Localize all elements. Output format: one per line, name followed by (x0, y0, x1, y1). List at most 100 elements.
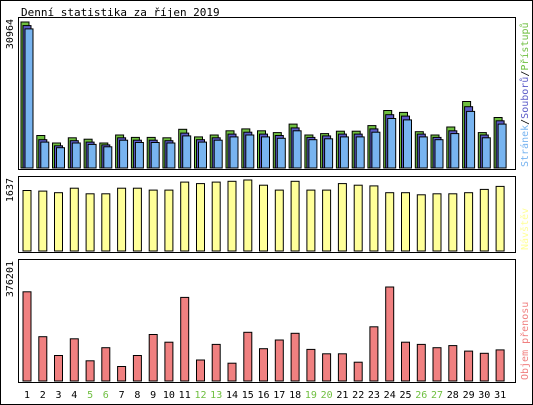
x-tick-label-day-22: 22 (352, 390, 364, 401)
bar-visits-day-24 (385, 192, 395, 252)
bar-pages-day-11 (182, 135, 192, 169)
bar-volume-day-1 (22, 291, 32, 382)
panel-volume-legend: Objem přenosu (519, 302, 531, 380)
bar-pages-day-6 (103, 146, 113, 169)
bar-pages-day-13 (213, 139, 223, 169)
x-tick-label-day-7: 7 (119, 390, 125, 401)
legend-files: Souborů (519, 77, 531, 119)
x-tick-label-day-26: 26 (415, 390, 427, 401)
bar-visits-day-26 (416, 194, 426, 252)
x-tick-label-day-17: 17 (273, 390, 285, 401)
bar-visits-day-11 (180, 181, 190, 252)
panel-visits-legend: Návštěv (519, 208, 531, 250)
bar-volume-day-30 (479, 352, 489, 382)
bar-pages-day-15 (245, 134, 255, 169)
x-tick-label-day-29: 29 (463, 390, 475, 401)
bar-visits-day-31 (495, 185, 505, 252)
x-tick-label-day-18: 18 (289, 390, 301, 401)
bar-volume-day-23 (369, 326, 379, 382)
bar-visits-day-28 (448, 193, 458, 252)
day-labels: 1 2 3 4 5 6 7 8 9 10 11 12 13 14 15 16 17 18 19 20 21 22 23 24 2… (24, 390, 506, 401)
bar-visits-day-27 (432, 193, 442, 252)
bar-visits-day-22 (353, 184, 363, 252)
bar-visits-day-25 (401, 192, 410, 252)
bar-pages-day-23 (371, 131, 381, 169)
bar-visits-day-1 (22, 190, 32, 252)
x-tick-label-day-12: 12 (194, 390, 206, 401)
bar-visits-day-5 (85, 193, 95, 252)
visits-bars (22, 179, 505, 252)
x-tick-label-day-13: 13 (210, 390, 222, 401)
bar-visits-day-10 (164, 189, 174, 252)
bar-volume-day-20 (322, 353, 332, 382)
bar-pages-day-14 (229, 136, 239, 169)
bar-volume-day-3 (54, 355, 63, 382)
bar-pages-day-3 (56, 147, 65, 169)
bar-pages-day-28 (450, 133, 460, 169)
bar-pages-day-17 (276, 137, 286, 169)
bar-volume-day-28 (448, 345, 458, 382)
bar-visits-day-15 (243, 179, 253, 252)
bar-volume-day-10 (164, 341, 174, 382)
bar-pages-day-26 (418, 136, 428, 169)
x-tick-label-day-21: 21 (336, 390, 348, 401)
bar-pages-day-7 (119, 139, 129, 169)
bar-volume-day-29 (464, 350, 474, 382)
bar-volume-day-31 (495, 349, 505, 382)
bar-volume-day-24 (385, 286, 395, 382)
bar-volume-day-15 (243, 331, 253, 382)
bar-pages-day-16 (261, 136, 270, 169)
bar-visits-day-20 (322, 189, 332, 252)
bar-volume-day-13 (211, 343, 221, 382)
x-tick-label-day-2: 2 (40, 390, 46, 401)
panel-hits-ymax-label: 30964 (5, 19, 16, 49)
bar-volume-day-14 (227, 362, 237, 382)
bar-volume-day-16 (259, 348, 268, 382)
bar-volume-day-6 (101, 347, 111, 382)
bar-volume-day-11 (180, 296, 190, 382)
bar-volume-day-4 (69, 338, 79, 382)
bar-volume-day-9 (148, 334, 158, 382)
bar-pages-day-27 (434, 139, 444, 169)
bar-volume-day-18 (290, 332, 300, 382)
bar-pages-day-12 (198, 141, 207, 169)
bar-pages-day-30 (481, 137, 491, 169)
bar-visits-day-23 (369, 185, 379, 252)
x-tick-label-day-8: 8 (134, 390, 140, 401)
bar-visits-day-3 (54, 192, 63, 252)
bar-visits-day-16 (259, 184, 268, 252)
x-tick-label-day-3: 3 (55, 390, 61, 401)
bar-pages-day-2 (40, 141, 50, 169)
x-tick-label-day-31: 31 (494, 390, 506, 401)
bar-visits-day-30 (479, 188, 489, 252)
panel-visits-ymax-label: 1637 (5, 178, 16, 202)
bar-volume-day-17 (274, 339, 284, 382)
chart-title: Denní statistika za říjen 2019 (21, 6, 220, 19)
bar-visits-day-8 (132, 187, 142, 252)
bar-volume-day-19 (306, 348, 316, 382)
bar-visits-day-4 (69, 187, 79, 252)
bar-pages-day-18 (292, 130, 302, 169)
x-tick-label-day-9: 9 (150, 390, 156, 401)
legend-pages: Stránek (519, 125, 531, 167)
x-tick-label-day-20: 20 (321, 390, 333, 401)
bar-pages-day-1 (24, 28, 34, 169)
bar-volume-day-5 (85, 360, 95, 382)
x-tick-label-day-19: 19 (305, 390, 317, 401)
bar-visits-day-17 (274, 189, 284, 252)
bar-volume-day-21 (337, 353, 347, 382)
bar-volume-day-12 (196, 359, 205, 382)
bar-visits-day-12 (196, 183, 205, 252)
bar-volume-day-2 (38, 336, 48, 382)
x-tick-label-day-16: 16 (257, 390, 269, 401)
volume-bars (22, 286, 505, 382)
x-tick-label-day-25: 25 (399, 390, 411, 401)
bar-pages-day-22 (355, 136, 365, 169)
x-tick-label-day-11: 11 (179, 390, 191, 401)
bar-pages-day-24 (387, 118, 397, 169)
bar-visits-day-2 (38, 190, 48, 252)
bar-volume-day-27 (432, 347, 442, 382)
bar-pages-day-19 (308, 139, 318, 169)
